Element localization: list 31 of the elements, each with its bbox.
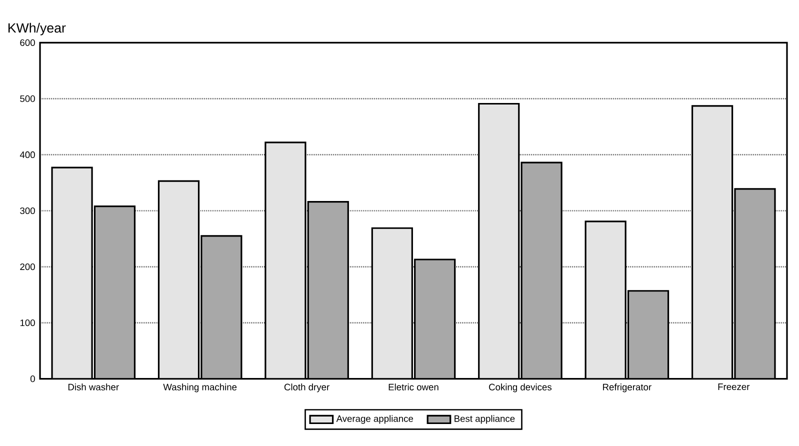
y-tick-label: 300	[20, 208, 35, 214]
x-tick-label: Eletric owen	[388, 384, 438, 391]
legend-label: Best appliance	[454, 415, 515, 424]
bar	[584, 220, 626, 380]
bar	[94, 206, 136, 380]
y-axis-title: KWh/year	[8, 23, 66, 36]
y-tick-label: 500	[20, 96, 35, 102]
bar	[200, 235, 242, 380]
bar	[627, 290, 670, 380]
x-tick-label: Coking devices	[489, 384, 552, 392]
y-tick-label: 200	[20, 264, 35, 270]
bar	[520, 162, 562, 380]
x-tick-label: Cloth dryer	[284, 384, 330, 392]
y-tick-label: 400	[20, 152, 35, 158]
y-tick-label: 100	[20, 320, 35, 326]
bar	[158, 180, 200, 380]
bar	[372, 228, 412, 380]
bar	[264, 142, 306, 380]
x-tick-label: Freezer	[718, 384, 750, 390]
legend-label: Average appliance	[336, 415, 414, 424]
x-tick-label: Refrigerator	[603, 384, 652, 392]
x-tick-label: Dish washer	[68, 384, 119, 391]
bar	[734, 188, 776, 380]
bar	[307, 201, 349, 380]
y-tick-label: 600	[20, 40, 35, 46]
bar	[51, 167, 93, 380]
x-tick-label: Washing machine	[163, 384, 237, 392]
bar	[478, 103, 520, 380]
bar	[691, 105, 734, 380]
bar	[414, 260, 455, 380]
y-tick-label: 0	[30, 376, 35, 382]
